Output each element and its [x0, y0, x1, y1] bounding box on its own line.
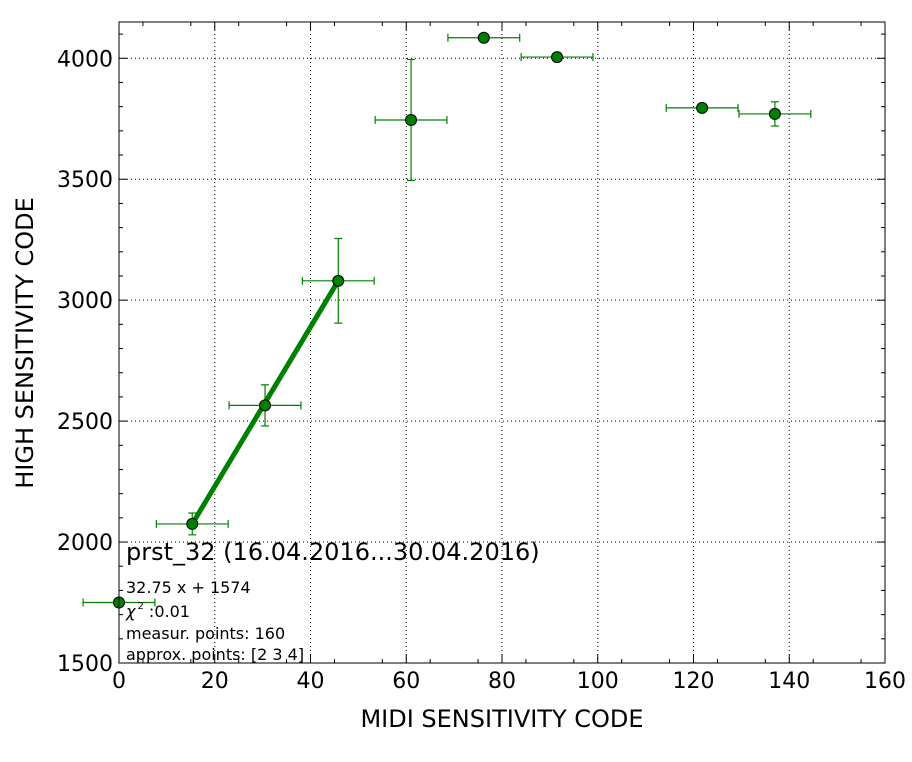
data-point	[768, 107, 781, 120]
x-tick-label: 40	[297, 669, 325, 694]
data-point	[259, 399, 272, 412]
x-tick-label: 100	[577, 669, 619, 694]
y-tick-label: 3000	[57, 289, 113, 314]
chi-symbol: χ	[125, 602, 136, 621]
chi-exponent: 2	[137, 601, 143, 612]
fit-equation: 32.75 x + 1574	[126, 578, 251, 597]
plot-frame	[118, 21, 886, 664]
chart-title: prst_32 (16.04.2016...30.04.2016)	[126, 538, 540, 566]
grid-lines	[119, 22, 885, 663]
y-tick-labels: 1500 2000 2500 3000 3500 4000	[57, 47, 113, 677]
data-point	[477, 31, 490, 44]
data-point	[405, 113, 418, 126]
x-tick-labels: 0 20 40 60 80 100 120 140 160	[112, 669, 906, 694]
x-tick-label: 80	[488, 669, 516, 694]
x-tick-label: 0	[112, 669, 126, 694]
approx-points-label: approx. points: [2 3 4]	[126, 645, 304, 664]
y-axis-label: HIGH SENSITIVITY CODE	[11, 197, 39, 489]
x-tick-label: 140	[768, 669, 810, 694]
x-tick-label: 120	[673, 669, 715, 694]
y-tick-label: 2000	[57, 531, 113, 556]
x-tick-label: 60	[392, 669, 420, 694]
y-tick-label: 2500	[57, 410, 113, 435]
chi-value: :0.01	[144, 602, 190, 621]
measur-points-label: measur. points: 160	[126, 624, 285, 643]
x-tick-label: 160	[864, 669, 906, 694]
y-tick-label: 3500	[57, 168, 113, 193]
data-point	[186, 517, 199, 530]
data-point	[551, 51, 564, 64]
x-tick-label: 20	[201, 669, 229, 694]
data-point	[696, 101, 709, 114]
x-axis-label: MIDI SENSITIVITY CODE	[360, 705, 643, 733]
y-tick-label: 4000	[57, 47, 113, 72]
data-point	[332, 274, 345, 287]
y-tick-label: 1500	[57, 652, 113, 677]
